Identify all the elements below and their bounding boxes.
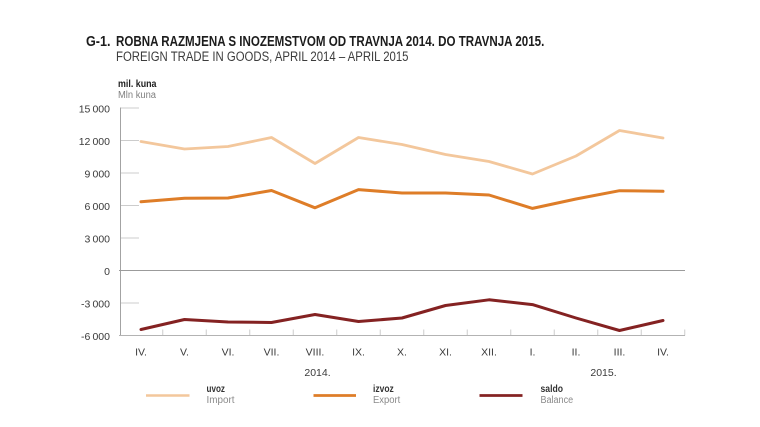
svg-text:uvoz: uvoz (207, 384, 226, 395)
svg-text:-6 000: -6 000 (81, 331, 110, 343)
svg-text:9 000: 9 000 (85, 169, 111, 181)
svg-text:VIII.: VIII. (306, 347, 325, 359)
svg-text:0: 0 (104, 266, 110, 278)
svg-text:XII.: XII. (481, 347, 497, 359)
svg-text:ROBNA RAZMJENA S INOZEMSTVOM O: ROBNA RAZMJENA S INOZEMSTVOM OD TRAVNJA … (116, 34, 544, 50)
svg-text:X.: X. (397, 347, 407, 359)
svg-text:V.: V. (180, 347, 189, 359)
svg-text:3 000: 3 000 (85, 234, 111, 246)
svg-text:IX.: IX. (352, 347, 365, 359)
svg-text:VI.: VI. (222, 347, 235, 359)
svg-text:6 000: 6 000 (85, 201, 111, 213)
svg-text:-3 000: -3 000 (81, 299, 110, 311)
svg-text:12 000: 12 000 (79, 136, 110, 148)
svg-text:2015.: 2015. (590, 367, 616, 379)
svg-text:Import: Import (207, 395, 235, 406)
svg-text:XI.: XI. (439, 347, 452, 359)
svg-text:izvoz: izvoz (373, 384, 394, 395)
svg-text:VII.: VII. (264, 347, 280, 359)
svg-text:15 000: 15 000 (79, 104, 110, 116)
svg-text:IV.: IV. (657, 347, 669, 359)
svg-text:I.: I. (530, 347, 536, 359)
svg-text:G-1.: G-1. (86, 34, 111, 50)
svg-text:III.: III. (614, 347, 626, 359)
svg-text:Mln kuna: Mln kuna (118, 90, 156, 101)
svg-text:mil. kuna: mil. kuna (118, 79, 157, 90)
svg-text:2014.: 2014. (304, 367, 330, 379)
svg-text:Export: Export (373, 395, 401, 406)
svg-text:FOREIGN TRADE IN GOODS, APRIL: FOREIGN TRADE IN GOODS, APRIL 2014 – APR… (116, 49, 409, 64)
svg-text:Balance: Balance (541, 395, 574, 406)
svg-text:saldo: saldo (541, 384, 564, 395)
svg-text:II.: II. (572, 347, 581, 359)
svg-text:IV.: IV. (135, 347, 147, 359)
